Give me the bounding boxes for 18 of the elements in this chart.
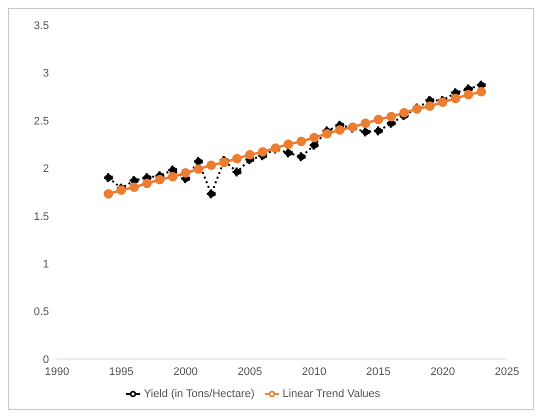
y-tick-label: 0 xyxy=(42,354,49,366)
x-tick-label: 2005 xyxy=(238,366,262,378)
x-tick-label: 2015 xyxy=(366,366,391,378)
y-tick-label: 3 xyxy=(42,68,49,80)
x-tick-label: 1990 xyxy=(44,366,70,378)
legend-label: Linear Trend Values xyxy=(282,388,380,400)
y-tick-label: 1 xyxy=(42,258,49,270)
legend-label: Yield (in Tons/Hectare) xyxy=(144,388,255,400)
x-tick-label: 1995 xyxy=(109,366,134,378)
y-tick-label: 2.5 xyxy=(34,115,49,128)
x-tick-label: 2000 xyxy=(173,366,198,378)
x-tick-label: 2025 xyxy=(494,366,520,378)
y-tick-label: 0.5 xyxy=(34,306,49,318)
y-tick-label: 2 xyxy=(42,163,49,176)
y-tick-label: 3.5 xyxy=(34,20,49,32)
x-tick-label: 2010 xyxy=(302,366,326,378)
y-tick-label: 1.5 xyxy=(34,210,49,223)
x-tick-label: 2020 xyxy=(430,366,455,378)
